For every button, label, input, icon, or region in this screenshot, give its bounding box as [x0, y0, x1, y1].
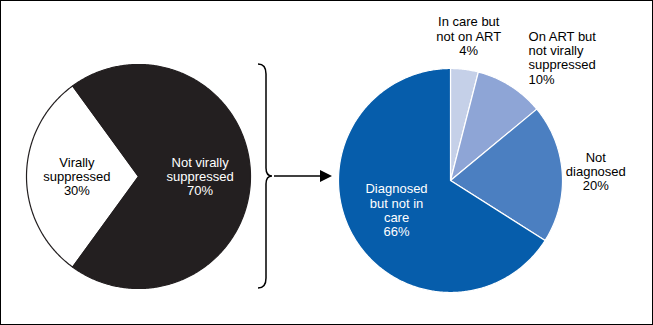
svg-text:Not virallysuppressed70%: Not virallysuppressed70%	[166, 155, 233, 199]
svg-text:In care butnot on ART4%: In care butnot on ART4%	[436, 14, 501, 58]
svg-text:On ART butnot virallysuppresse: On ART butnot virallysuppressed10%	[529, 29, 597, 87]
svg-text:Virallysuppressed30%: Virallysuppressed30%	[43, 155, 110, 199]
svg-text:Notdiagnosed20%: Notdiagnosed20%	[566, 150, 626, 194]
svg-text:Diagnosedbut not incare66%: Diagnosedbut not incare66%	[365, 181, 427, 239]
